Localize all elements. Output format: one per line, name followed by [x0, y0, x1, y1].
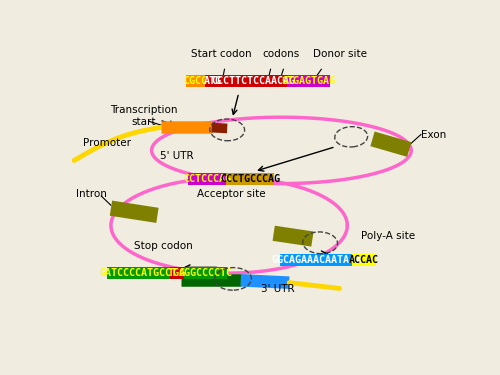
Text: Transcription
start: Transcription start — [110, 105, 178, 126]
FancyBboxPatch shape — [184, 267, 227, 279]
FancyBboxPatch shape — [287, 75, 331, 87]
Text: Donor site: Donor site — [312, 49, 366, 59]
Text: CCCTTCTCCAACAG: CCCTTCTCCAACAG — [212, 76, 296, 86]
Text: Promoter: Promoter — [83, 138, 131, 148]
FancyBboxPatch shape — [226, 173, 274, 185]
Text: ATG: ATG — [204, 76, 222, 86]
Text: Acceptor site: Acceptor site — [197, 189, 266, 199]
Text: 3' UTR: 3' UTR — [261, 284, 294, 294]
FancyBboxPatch shape — [170, 267, 184, 279]
FancyBboxPatch shape — [186, 75, 206, 87]
Text: GGCAGAAACAATAAA: GGCAGAAACAATAAA — [271, 255, 361, 265]
Text: GTGAGTGAG: GTGAGTGAG — [282, 76, 336, 86]
FancyBboxPatch shape — [188, 173, 226, 185]
Text: GGGCCCCТС: GGGCCCCТС — [178, 268, 233, 278]
Text: ACCAC: ACCAC — [349, 255, 379, 265]
FancyBboxPatch shape — [206, 75, 220, 87]
Text: Poly-A site: Poly-A site — [361, 231, 415, 241]
Text: CGCC: CGCC — [184, 76, 208, 86]
Text: TGA: TGA — [168, 268, 186, 278]
Text: Stop codon: Stop codon — [134, 241, 192, 250]
Text: Intron: Intron — [76, 189, 107, 199]
Text: 5' UTR: 5' UTR — [160, 151, 194, 161]
FancyBboxPatch shape — [107, 267, 170, 279]
Text: Exon: Exon — [421, 129, 446, 140]
Text: codons: codons — [263, 49, 300, 59]
Text: CCTCCCAG: CCTCCCAG — [183, 174, 231, 184]
FancyBboxPatch shape — [280, 254, 352, 266]
FancyBboxPatch shape — [220, 75, 287, 87]
Text: GATCCCCATGCCT: GATCCCCATGCCT — [100, 268, 178, 278]
FancyBboxPatch shape — [352, 254, 376, 266]
Text: CCCTGCCCAG: CCCTGCCCAG — [220, 174, 280, 184]
Text: Start codon: Start codon — [191, 49, 252, 59]
